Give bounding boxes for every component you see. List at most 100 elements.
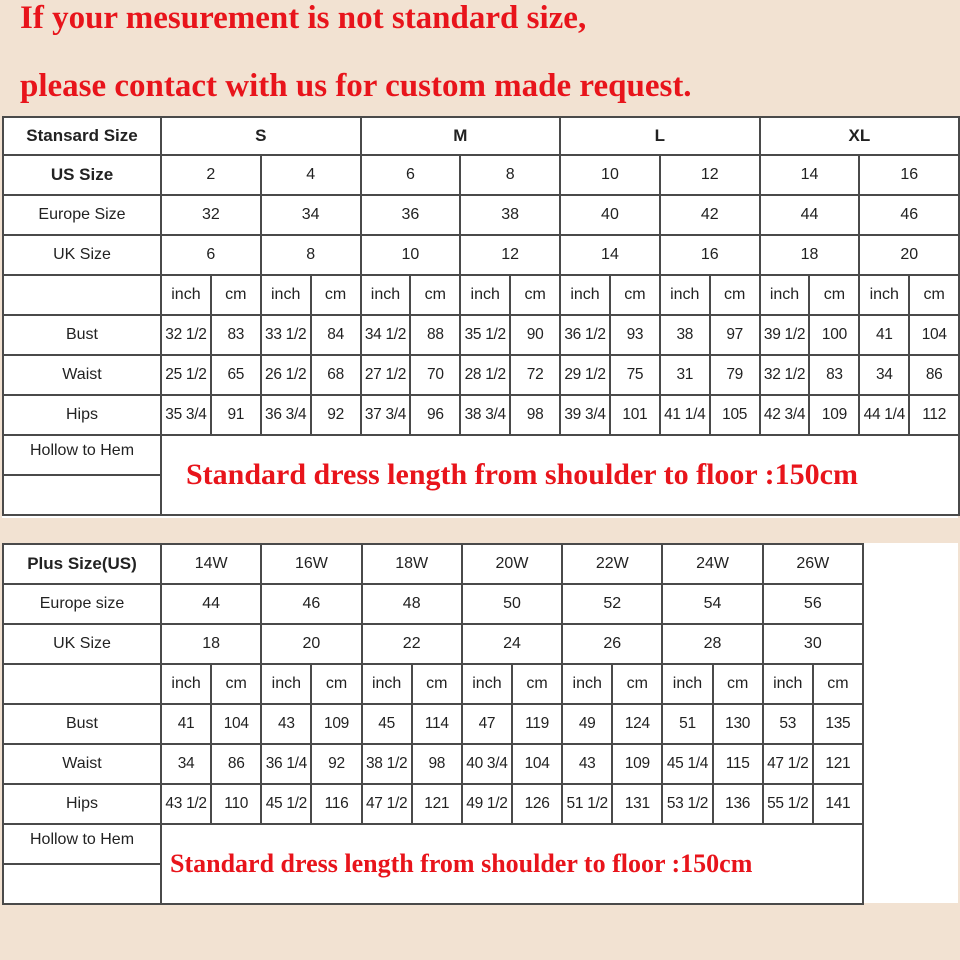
table-row: Plus Size(US) 14W 16W 18W 20W 22W 24W 26W (2, 543, 864, 585)
unit-cm: cm (209, 274, 262, 316)
us-size-value: 4 (259, 154, 362, 196)
measurement-value: 25 1/2 (160, 354, 212, 396)
europe-size-value: 50 (460, 583, 564, 625)
europe-size-value: 34 (259, 194, 362, 236)
measurement-value: 32 1/2 (160, 314, 212, 356)
unit-inch: inch (459, 274, 512, 316)
europe-size-value: 36 (359, 194, 462, 236)
size-group-s: S (160, 116, 362, 156)
measurement-value: 38 (658, 314, 711, 356)
measurement-value: 43 1/2 (159, 783, 213, 825)
unit-inch: inch (460, 663, 513, 705)
uk-size-value: 18 (758, 234, 861, 276)
measurement-label-waist: Waist (2, 354, 162, 396)
uk-size-value: 28 (661, 623, 764, 665)
uk-size-value: 18 (159, 623, 263, 665)
us-size-value: 14W (159, 543, 263, 585)
unit-cm: cm (509, 274, 562, 316)
measurement-value: 86 (908, 354, 960, 396)
measurement-value: 34 1/2 (359, 314, 412, 356)
measurement-value: 38 3/4 (459, 394, 512, 436)
measurement-value: 49 1/2 (460, 783, 513, 825)
uk-size-value: 26 (561, 623, 664, 665)
headline-line-2: please contact with us for custom made r… (20, 68, 692, 104)
size-group-l: L (559, 116, 761, 156)
plus-size-table: Plus Size(US) 14W 16W 18W 20W 22W 24W 26W Europe… (2, 543, 864, 905)
measurement-value: 92 (309, 394, 362, 436)
measurement-value: 109 (310, 703, 363, 745)
hollow-to-hem-label: Hollow to Hem (2, 434, 162, 476)
table-row (2, 863, 863, 905)
table-row: Waist 34 86 36 1/4 92 38 1/2 98 40 3/4 104 43 109 4… (2, 743, 864, 785)
measurement-value: 91 (209, 394, 262, 436)
unit-cm: cm (611, 663, 664, 705)
unit-inch: inch (858, 274, 911, 316)
measurement-value: 72 (509, 354, 562, 396)
measurement-value: 136 (711, 783, 764, 825)
table-row (2, 474, 959, 516)
measurement-value: 121 (410, 783, 463, 825)
uk-size-value: 24 (460, 623, 564, 665)
unit-inch: inch (360, 663, 413, 705)
uk-size-value: 6 (160, 234, 262, 276)
measurement-value: 36 1/2 (559, 314, 611, 356)
measurement-value: 53 (761, 703, 814, 745)
europe-size-value: 54 (661, 583, 764, 625)
unit-cm: cm (811, 663, 864, 705)
unit-inch: inch (260, 663, 313, 705)
unit-label-blank (2, 274, 162, 316)
measurement-value: 51 1/2 (561, 783, 614, 825)
table-row: Bust 32 1/2 83 33 1/2 84 34 1/2 88 35 1/2 90 36 1… (2, 314, 960, 356)
measurement-value: 104 (210, 703, 263, 745)
measurement-value: 28 1/2 (459, 354, 512, 396)
measurement-value: 79 (708, 354, 761, 396)
measurement-value: 45 (360, 703, 413, 745)
uk-size-value: 8 (259, 234, 362, 276)
measurement-value: 39 3/4 (559, 394, 611, 436)
us-size-value: 10 (559, 154, 661, 196)
us-size-value: 14 (758, 154, 861, 196)
unit-inch: inch (259, 274, 312, 316)
unit-inch: inch (661, 663, 714, 705)
measurement-value: 115 (711, 743, 764, 785)
table-row: Europe Size 32 34 36 38 40 42 44 46 (2, 194, 960, 236)
unit-label-blank (2, 663, 162, 705)
europe-size-value: 44 (159, 583, 263, 625)
europe-size-value: 46 (858, 194, 960, 236)
measurement-value: 96 (409, 394, 462, 436)
us-size-label: US Size (2, 154, 162, 196)
dress-length-note: Standard dress length from shoulder to f… (159, 434, 960, 516)
uk-size-value: 10 (359, 234, 462, 276)
measurement-value: 34 (858, 354, 911, 396)
measurement-value: 75 (608, 354, 661, 396)
unit-inch: inch (658, 274, 711, 316)
measurement-value: 34 (159, 743, 213, 785)
table-row: Hips 35 3/4 91 36 3/4 92 37 3/4 96 38 3/4 98 39 3… (2, 394, 960, 436)
europe-size-value: 48 (360, 583, 463, 625)
europe-size-value: 38 (459, 194, 562, 236)
measurement-value: 39 1/2 (758, 314, 811, 356)
us-size-value: 2 (160, 154, 262, 196)
measurement-value: 105 (708, 394, 761, 436)
measurement-value: 43 (260, 703, 313, 745)
measurement-value: 104 (908, 314, 960, 356)
measurement-value: 98 (410, 743, 463, 785)
measurement-label-bust: Bust (2, 703, 162, 745)
table-row: Bust 41 104 43 109 45 114 47 119 49 124 51 130 53 135 (2, 703, 864, 745)
uk-size-value: 20 (260, 623, 363, 665)
unit-cm: cm (608, 274, 661, 316)
measurement-value: 141 (811, 783, 864, 825)
measurement-value: 51 (661, 703, 714, 745)
measurement-value: 37 3/4 (359, 394, 412, 436)
uk-size-value: 22 (360, 623, 463, 665)
uk-size-value: 20 (858, 234, 960, 276)
measurement-label-hips: Hips (2, 394, 162, 436)
measurement-value: 26 1/2 (259, 354, 312, 396)
measurement-value: 55 1/2 (761, 783, 814, 825)
table-row: Waist 25 1/2 65 26 1/2 68 27 1/2 70 28 1/2 72 29 … (2, 354, 960, 396)
measurement-value: 124 (611, 703, 664, 745)
us-size-value: 20W (460, 543, 564, 585)
measurement-value: 29 1/2 (559, 354, 611, 396)
hollow-to-hem-blank (2, 863, 162, 905)
measurement-value: 35 3/4 (160, 394, 212, 436)
